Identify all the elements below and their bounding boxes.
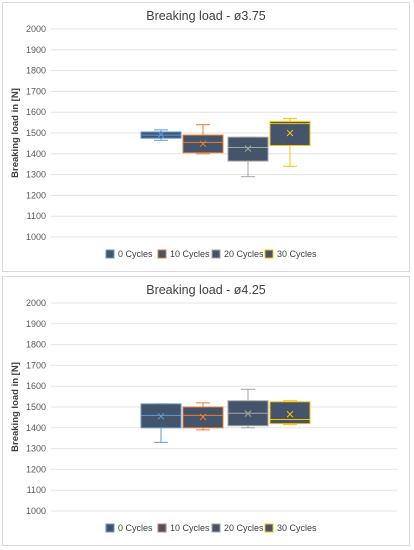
chart-panel-diameter-3-75: Breaking load - ø3.75 Breaking load in [… [2,2,410,272]
mean-marker [244,145,252,152]
legend-label: 10 Cycles [170,249,210,259]
legend-swatch [105,523,115,533]
y-axis-label: Breaking load in [N] [10,88,21,178]
y-tick-label: 1400 [26,149,46,159]
y-tick-label: 1200 [26,464,46,474]
iqr-box [269,401,311,425]
legend-swatch [264,523,274,533]
legend-item: 10 Cycles [157,523,210,533]
y-axis-label: Breaking load in [N] [10,362,21,452]
y-tick-label: 1100 [27,211,46,221]
legend-item: 20 Cycles [211,523,264,533]
mean-marker [286,129,294,137]
y-tick-label: 1600 [26,381,46,391]
box-plot-20-cycles [227,388,269,429]
legend-swatch [264,249,274,259]
legend-swatch [157,523,167,533]
legend-label: 30 Cycles [277,249,317,259]
y-tick-label: 1100 [27,485,46,495]
legend-item: 0 Cycles [105,523,153,533]
y-tick-label: 1500 [26,128,46,138]
chart-panel-diameter-4-25: Breaking load - ø4.25 Breaking load in [… [2,276,410,546]
box-plot-10-cycles [182,124,224,155]
mean-marker [286,410,294,418]
box-plot-0-cycles [140,403,182,443]
box-plot-20-cycles [227,136,269,178]
mean-marker [157,413,165,420]
legend-item: 30 Cycles [264,523,317,533]
mean-marker [244,410,252,418]
box-plot-0-cycles [140,129,182,141]
y-tick-label: 1000 [26,232,46,242]
box-plot-30-cycles [269,117,311,167]
y-tick-label: 1600 [26,107,46,117]
legend-label: 20 Cycles [224,249,264,259]
y-tick-label: 1300 [26,444,46,454]
legend-item: 20 Cycles [211,249,264,259]
mean-marker [199,413,207,421]
legend-swatch [105,249,115,259]
chart-title: Breaking load - ø4.25 [146,283,266,297]
legend-label: 0 Cycles [118,249,153,259]
y-tick-label: 1000 [26,506,46,516]
legend-label: 10 Cycles [170,523,210,533]
y-tick-label: 1200 [26,190,46,200]
y-tick-label: 1800 [26,66,46,76]
legend-label: 0 Cycles [118,523,153,533]
legend-item: 30 Cycles [264,249,317,259]
y-tick-label: 1800 [26,340,46,350]
y-tick-label: 1700 [26,360,46,370]
box-plot-10-cycles [182,402,224,431]
legend-swatch [157,249,167,259]
y-tick-label: 1400 [26,423,46,433]
y-tick-label: 1700 [26,86,46,96]
legend-swatch [211,523,221,533]
legend-swatch [211,249,221,259]
y-tick-label: 2000 [26,24,46,34]
chart-svg: Breaking load - ø3.75 Breaking load in [… [10,9,397,259]
box-plot-30-cycles [269,400,311,426]
legend-item: 0 Cycles [105,249,153,259]
y-tick-label: 1900 [26,319,46,329]
y-tick-label: 1500 [26,402,46,412]
mean-marker [157,131,165,139]
chart-title: Breaking load - ø3.75 [146,9,266,23]
legend-label: 20 Cycles [224,523,264,533]
legend-item: 10 Cycles [157,249,210,259]
mean-marker [199,140,207,148]
legend-label: 30 Cycles [277,523,317,533]
y-tick-label: 1900 [26,45,46,55]
chart-svg: Breaking load - ø4.25 Breaking load in [… [10,283,397,533]
y-tick-label: 2000 [26,298,46,308]
y-tick-label: 1300 [26,170,46,180]
